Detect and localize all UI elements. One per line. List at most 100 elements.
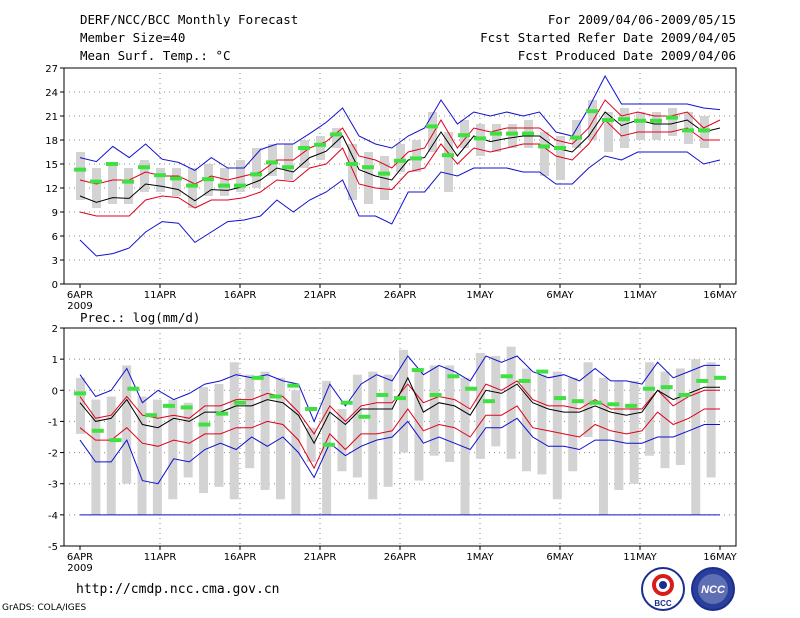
temp-median-marker: [186, 183, 198, 188]
forecast-period: For 2009/04/06-2009/05/15: [547, 12, 736, 27]
prec-median-marker: [127, 386, 140, 391]
temp-median-marker: [282, 165, 294, 170]
temp-box: [428, 112, 437, 152]
temp-box: [396, 144, 405, 172]
prec-box: [429, 365, 439, 456]
member-size-label: Member Size=40: [80, 30, 186, 45]
temp-median-marker: [218, 183, 230, 188]
chart-title: DERF/NCC/BCC Monthly Forecast: [80, 12, 299, 27]
prec-box: [675, 368, 685, 466]
prec-x-tick-label: 16MAY: [703, 552, 737, 563]
prec-box: [76, 377, 85, 434]
prec-box: [152, 399, 162, 515]
temp-median-marker: [90, 179, 102, 184]
source-url: http://cmdp.ncc.cma.gov.cn: [76, 582, 280, 597]
prec-median-marker: [322, 442, 335, 447]
prec-box: [475, 352, 485, 459]
prec-box: [229, 362, 239, 500]
temp-median-marker: [490, 131, 502, 136]
prec-median-marker: [411, 368, 424, 373]
prec-box: [368, 371, 378, 500]
temp-box: [300, 140, 309, 168]
temp-median-marker: [618, 117, 630, 122]
prec-x-year-label: 2009: [67, 563, 92, 574]
temp-median-marker: [538, 144, 550, 149]
prec-x-tick-label: 11APR: [144, 552, 177, 563]
prec-box: [383, 374, 393, 487]
prec-box: [645, 362, 655, 456]
prec-box: [106, 396, 116, 515]
temp-median-marker: [330, 132, 342, 137]
temp-y-tick-label: 21: [45, 112, 58, 123]
prec-median-marker: [500, 374, 513, 379]
temp-box: [540, 132, 549, 176]
temp-box: [636, 112, 645, 140]
prec-box: [91, 399, 101, 515]
temp-box: [108, 164, 117, 204]
temp-median-marker: [298, 146, 310, 150]
temp-median-marker: [426, 124, 438, 129]
prec-box: [506, 346, 516, 459]
grads-credit: GrADS: COLA/IGES: [2, 603, 87, 613]
temp-box: [252, 148, 261, 188]
temp-median-marker: [586, 109, 598, 114]
temp-x-tick-label: 11MAY: [623, 290, 657, 301]
temp-median-marker: [266, 160, 278, 165]
temp-box: [188, 168, 197, 208]
temp-x-tick-label: 6MAY: [546, 290, 574, 301]
prec-median-marker: [287, 383, 300, 388]
forecast-produced-date: Fcst Produced Date 2009/04/06: [517, 48, 736, 63]
prec-median-marker: [91, 428, 104, 433]
prec-box: [245, 374, 255, 469]
temp-median-marker: [106, 162, 118, 166]
temp-box: [236, 160, 245, 192]
prec-box: [322, 380, 332, 515]
bcc-logo-text: BCC: [654, 599, 672, 608]
temp-box: [76, 152, 85, 200]
temp-box: [268, 144, 277, 176]
temp-median-marker: [602, 118, 614, 122]
prec-median-marker: [109, 438, 122, 443]
prec-box: [691, 359, 701, 515]
ncc-logo-text: NCC: [701, 584, 726, 596]
prec-series-minus-sd: [79, 405, 720, 470]
prec-median-marker: [376, 392, 389, 397]
temp-median-marker: [570, 135, 582, 140]
prec-median-marker: [625, 403, 638, 408]
temp-box: [156, 168, 165, 192]
prec-y-tick-label: 2: [52, 324, 58, 335]
temp-x-tick-label: 16MAY: [703, 290, 737, 301]
prec-box: [552, 371, 562, 500]
prec-median-marker: [536, 369, 549, 374]
prec-median-marker: [234, 400, 246, 405]
temp-box: [620, 108, 629, 148]
prec-box: [491, 356, 501, 447]
temp-median-marker: [666, 115, 678, 120]
prec-median-marker: [714, 375, 726, 380]
prec-median-marker: [571, 399, 584, 404]
prec-median-marker: [340, 400, 353, 405]
temp-median-marker: [394, 158, 406, 163]
temp-x-tick-label: 11APR: [144, 290, 177, 301]
prec-median-marker: [269, 394, 282, 399]
prec-x-tick-label: 1MAY: [466, 552, 494, 563]
temp-median-marker: [506, 131, 518, 136]
ncc-logo-icon: NCC: [691, 567, 735, 611]
prec-series-min: [79, 417, 720, 485]
temp-y-tick-label: 24: [45, 88, 58, 99]
prec-median-marker: [251, 375, 264, 380]
prec-median-marker: [358, 414, 371, 419]
temp-box: [172, 168, 181, 196]
prec-box: [291, 390, 301, 515]
prec-median-marker: [198, 422, 211, 427]
prec-median-marker: [678, 392, 691, 397]
temp-box: [444, 132, 453, 192]
temp-median-marker: [138, 165, 150, 170]
prec-box: [460, 377, 470, 515]
temp-median-marker: [362, 165, 374, 170]
temp-x-year-label: 2009: [67, 301, 92, 312]
prec-box: [306, 427, 316, 462]
temp-median-marker: [234, 183, 246, 188]
prec-box: [706, 362, 716, 478]
temp-y-tick-label: 27: [45, 64, 58, 75]
